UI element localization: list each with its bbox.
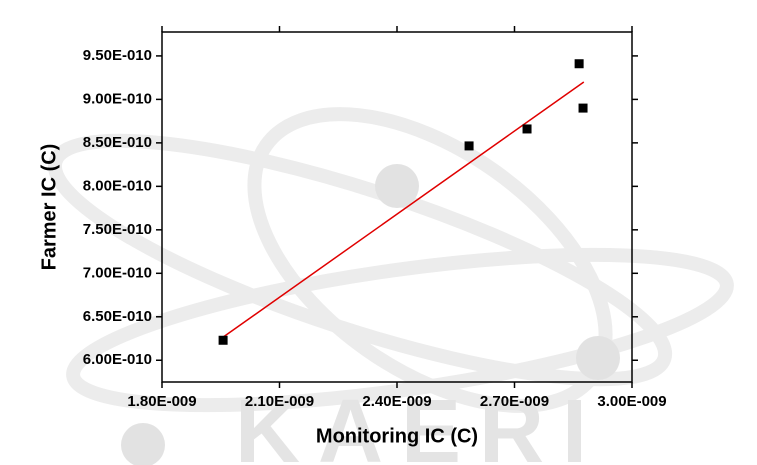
y-tick-label: 9.50E-010 xyxy=(83,47,152,64)
x-tick-label: 3.00E-009 xyxy=(597,393,666,410)
y-tick-label: 7.00E-010 xyxy=(83,264,152,281)
x-tick-label: 1.80E-009 xyxy=(127,393,196,410)
x-axis-label: Monitoring IC (C) xyxy=(316,425,478,447)
data-point xyxy=(574,59,584,69)
watermark-dots xyxy=(121,164,620,465)
data-point xyxy=(218,335,228,345)
y-tick-label: 7.50E-010 xyxy=(83,221,152,238)
y-tick-label: 8.50E-010 xyxy=(83,134,152,151)
y-tick-label: 8.00E-010 xyxy=(83,177,152,194)
y-axis-label: Farmer IC (C) xyxy=(38,144,60,271)
y-tick-label: 6.00E-010 xyxy=(83,351,152,368)
y-tick-label: 6.50E-010 xyxy=(83,308,152,325)
x-tick-label: 2.40E-009 xyxy=(362,393,431,410)
x-tick-label: 2.70E-009 xyxy=(480,393,549,410)
x-tick-label: 2.10E-009 xyxy=(245,393,314,410)
watermark: KAERI xyxy=(235,382,605,465)
y-tick-label: 9.00E-010 xyxy=(83,90,152,107)
data-point xyxy=(578,103,588,113)
data-point xyxy=(522,124,532,134)
data-point xyxy=(464,141,474,151)
